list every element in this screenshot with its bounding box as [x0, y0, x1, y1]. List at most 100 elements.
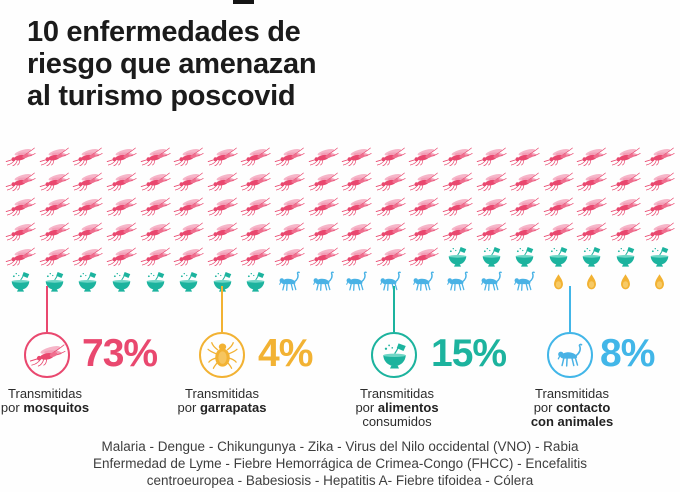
mosquito-icon	[306, 219, 340, 244]
pictogram-row	[4, 144, 678, 169]
mosquito-icon	[542, 194, 576, 219]
food-bowl-icon	[575, 244, 609, 269]
label-mosquitos: Transmitidas por mosquitos	[0, 387, 120, 415]
label-animales-bold: contacto	[556, 400, 611, 415]
pictogram-row	[4, 269, 678, 294]
mosquito-icon	[441, 144, 475, 169]
mosquito-icon	[38, 169, 72, 194]
mosquito-icon	[105, 244, 139, 269]
mosquito-icon	[206, 219, 240, 244]
mosquito-icon	[407, 144, 441, 169]
monkey-icon	[407, 269, 441, 294]
mosquito-icon	[206, 194, 240, 219]
mosquito-icon	[71, 194, 105, 219]
mosquito-icon	[575, 194, 609, 219]
title-line-1: 10 enfermedades de	[27, 16, 301, 48]
mosquito-icon	[138, 144, 172, 169]
food-bowl-icon	[172, 269, 206, 294]
mosquito-icon	[575, 144, 609, 169]
mosquito-icon	[38, 194, 72, 219]
food-bowl-icon	[609, 244, 643, 269]
mosquito-icon	[105, 144, 139, 169]
mosquito-icon	[542, 144, 576, 169]
mosquito-icon	[306, 169, 340, 194]
monkey-icon	[441, 269, 475, 294]
mosquito-icon	[29, 343, 66, 367]
mosquito-icon	[206, 169, 240, 194]
label-mosquitos-line2: por	[0, 400, 24, 415]
label-garrapatas-bold: garrapatas	[199, 400, 267, 415]
mosquito-icon	[508, 194, 542, 219]
mosquito-icon	[239, 219, 273, 244]
monkey-icon	[306, 269, 340, 294]
mosquito-icon	[474, 219, 508, 244]
food-bowl-icon	[71, 269, 105, 294]
food-bowl-icon	[642, 244, 676, 269]
mosquito-icon	[306, 244, 340, 269]
mosquito-icon	[273, 144, 307, 169]
label-garrapatas: Transmitidas por garrapatas	[147, 387, 297, 415]
mosquito-icon	[4, 169, 38, 194]
disease-list: Malaria - Dengue - Chikungunya - Zika - …	[0, 438, 680, 489]
mosquito-icon	[508, 144, 542, 169]
mosquito-icon	[609, 169, 643, 194]
mosquito-icon	[4, 144, 38, 169]
mosquito-icon	[239, 194, 273, 219]
mosquito-icon	[306, 144, 340, 169]
mosquito-icon	[340, 219, 374, 244]
mosquito-icon	[138, 194, 172, 219]
label-mosquitos-line1: Transmitidas	[8, 386, 82, 401]
mosquito-icon	[138, 219, 172, 244]
disease-list-line3: centroeuropea - Babesiosis - Hepatitis A…	[146, 473, 534, 488]
mosquito-icon	[239, 244, 273, 269]
pictogram-row	[4, 219, 678, 244]
label-alimentos-line3: consumidos	[362, 414, 432, 429]
mosquito-icon	[71, 244, 105, 269]
mosquito-icon	[508, 219, 542, 244]
mosquito-icon	[441, 169, 475, 194]
mosquito-icon	[642, 144, 676, 169]
monkey-icon	[555, 343, 585, 368]
pictogram-row	[4, 244, 678, 269]
mosquito-icon	[642, 169, 676, 194]
mosquito-icon	[374, 219, 408, 244]
mosquito-icon	[374, 194, 408, 219]
food-bowl-icon	[38, 269, 72, 294]
mosquito-icon	[407, 169, 441, 194]
mosquito-icon	[273, 194, 307, 219]
tick-icon	[575, 269, 609, 294]
disease-list-line2: Enfermedad de Lyme - Fiebre Hemorrágica …	[93, 456, 587, 471]
food-bowl-icon	[441, 244, 475, 269]
mosquito-icon	[71, 144, 105, 169]
mosquito-icon	[609, 219, 643, 244]
mosquito-icon	[138, 244, 172, 269]
leader-line-mosquitos	[46, 286, 48, 332]
mosquito-icon	[407, 194, 441, 219]
percent-alimentos: 15%	[431, 332, 507, 375]
mosquito-icon	[172, 169, 206, 194]
cropped-artifact-mark	[233, 0, 254, 4]
monkey-icon	[340, 269, 374, 294]
legend-badge-garrapatas	[199, 332, 245, 378]
monkey-icon	[374, 269, 408, 294]
food-bowl-icon	[381, 342, 408, 369]
mosquito-icon	[374, 244, 408, 269]
label-garrapatas-line2: por	[177, 400, 200, 415]
mosquito-icon	[542, 219, 576, 244]
mosquito-icon	[38, 144, 72, 169]
food-bowl-icon	[239, 269, 273, 294]
mosquito-icon	[138, 169, 172, 194]
mosquito-icon	[474, 194, 508, 219]
mosquito-icon	[642, 219, 676, 244]
legend-badge-mosquitos	[24, 332, 70, 378]
mosquito-icon	[105, 219, 139, 244]
mosquito-icon	[474, 144, 508, 169]
leader-line-alimentos	[393, 286, 395, 332]
label-animales-line1: Transmitidas	[535, 386, 609, 401]
mosquito-icon	[273, 244, 307, 269]
mosquito-icon	[172, 219, 206, 244]
label-alimentos: Transmitidas por alimentos consumidos	[322, 387, 472, 429]
mosquito-icon	[172, 144, 206, 169]
mosquito-icon	[4, 194, 38, 219]
pictogram-row	[4, 194, 678, 219]
